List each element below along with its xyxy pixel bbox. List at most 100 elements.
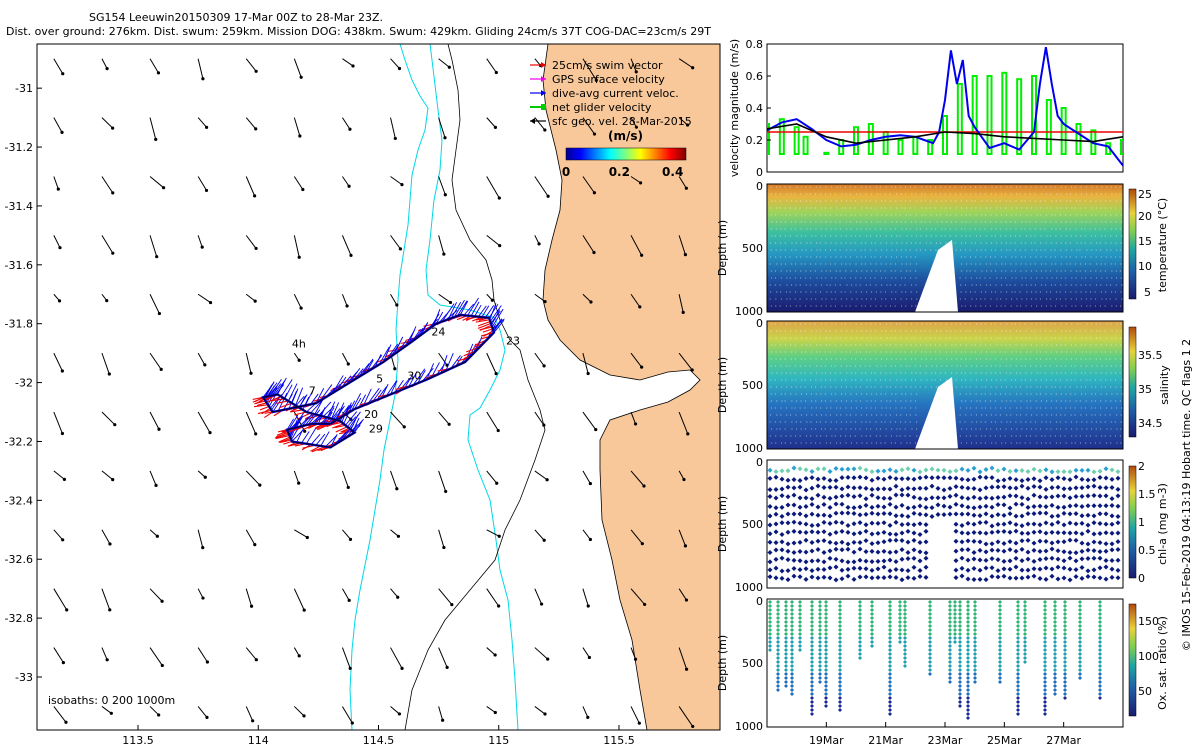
sample-dot — [1100, 193, 1102, 195]
sample-dot — [866, 393, 868, 395]
sample-dot — [879, 372, 882, 374]
track-day-label: 30 — [407, 370, 421, 383]
chla-sample — [863, 502, 869, 508]
sample-dot — [830, 207, 832, 209]
geo-vector — [197, 58, 204, 79]
oxygen-sample — [810, 612, 814, 616]
chla-sample — [1097, 520, 1103, 526]
sample-dot — [840, 365, 842, 367]
dac-vector — [354, 397, 362, 410]
sample-dot — [1110, 386, 1112, 388]
sample-dot — [955, 235, 957, 237]
sample-dot — [779, 242, 782, 244]
sample-dot — [980, 442, 982, 444]
sample-dot — [1026, 298, 1028, 300]
cbar-0.5: 0.5 — [1138, 544, 1156, 557]
sample-dot — [1084, 344, 1086, 346]
sample-dot — [820, 344, 822, 346]
sample-dot — [844, 207, 846, 209]
chla-sample — [935, 485, 941, 491]
sample-dot — [880, 291, 882, 293]
chla-sample — [1115, 493, 1121, 499]
sample-dot — [860, 323, 862, 325]
chla-sample — [785, 541, 791, 547]
sample-dot — [1054, 323, 1056, 325]
sample-dot — [1081, 277, 1083, 279]
sample-dot — [961, 186, 963, 188]
sample-dot — [984, 407, 986, 409]
chla-sample — [953, 484, 959, 490]
sample-dot — [1115, 242, 1117, 244]
sample-dot — [1024, 256, 1026, 258]
oxygen-sample — [998, 648, 1002, 652]
sample-dot — [1035, 379, 1037, 381]
sample-dot — [881, 298, 883, 300]
sample-dot — [999, 428, 1002, 430]
chla-sample — [1109, 547, 1115, 553]
chla-sample — [887, 531, 893, 537]
sample-dot — [1004, 337, 1006, 339]
geo-vector-head — [249, 604, 254, 608]
sample-dot — [1116, 200, 1118, 202]
sample-dot — [1065, 249, 1067, 251]
sample-dot — [909, 435, 911, 437]
sample-dot — [976, 323, 978, 325]
sample-dot — [929, 207, 931, 209]
sample-dot — [920, 200, 922, 202]
sample-dot — [816, 421, 818, 423]
chla-sample — [1031, 511, 1037, 517]
sample-dot — [774, 277, 777, 279]
sample-dot — [880, 242, 882, 244]
sample-dot — [855, 400, 857, 402]
oxygen-sample — [966, 664, 970, 668]
sample-dot — [1069, 407, 1072, 409]
sample-dot — [875, 249, 877, 251]
oxygen-sample — [1053, 600, 1057, 604]
chla-sample — [1079, 467, 1085, 473]
oxygen-sample — [888, 680, 892, 684]
isobath-200 — [425, 44, 519, 730]
sample-dot — [830, 400, 832, 402]
sample-dot — [1095, 284, 1098, 286]
chla-cbar-ticks: 2 1.5 1 0.5 0 — [1138, 460, 1156, 585]
chla-sample — [791, 477, 797, 483]
chla-sample — [791, 465, 797, 471]
sample-dot — [790, 386, 793, 388]
sample-dot — [829, 270, 831, 272]
chla-sample — [977, 557, 983, 563]
sample-dot — [1119, 270, 1122, 272]
sample-dot — [781, 400, 783, 402]
sample-dot — [1026, 407, 1028, 409]
velocity-ytick-label: 0.6 — [746, 70, 764, 83]
sample-dot — [1070, 200, 1072, 202]
sample-dot — [804, 323, 807, 325]
oxygen-sample — [790, 672, 794, 676]
sample-dot — [1015, 228, 1017, 230]
sample-dot — [825, 379, 827, 381]
chla-sample — [1019, 530, 1025, 536]
geo-vector — [197, 176, 207, 191]
sample-dot — [1014, 284, 1016, 286]
chla-sample — [941, 512, 947, 518]
chla-sample — [875, 540, 881, 546]
sample-dot — [906, 270, 908, 272]
oxygen-sample — [824, 688, 828, 692]
sample-dot — [1079, 207, 1081, 209]
oxygen-sample — [1043, 608, 1047, 612]
chla-sample — [983, 519, 989, 525]
sample-dot — [785, 372, 787, 374]
sample-dot — [795, 284, 797, 286]
sample-dot — [996, 207, 998, 209]
oxygen-sample — [1078, 616, 1082, 620]
sample-dot — [999, 228, 1001, 230]
sample-dot — [1060, 263, 1063, 265]
sample-dot — [801, 214, 803, 216]
sample-dot — [784, 249, 786, 251]
sample-dot — [1116, 428, 1118, 430]
geo-vector-head — [345, 304, 349, 308]
sample-dot — [819, 337, 821, 339]
sample-dot — [916, 393, 918, 395]
sample-dot — [986, 379, 988, 381]
oxygen-sample — [790, 688, 794, 692]
sample-dot — [1065, 242, 1067, 244]
